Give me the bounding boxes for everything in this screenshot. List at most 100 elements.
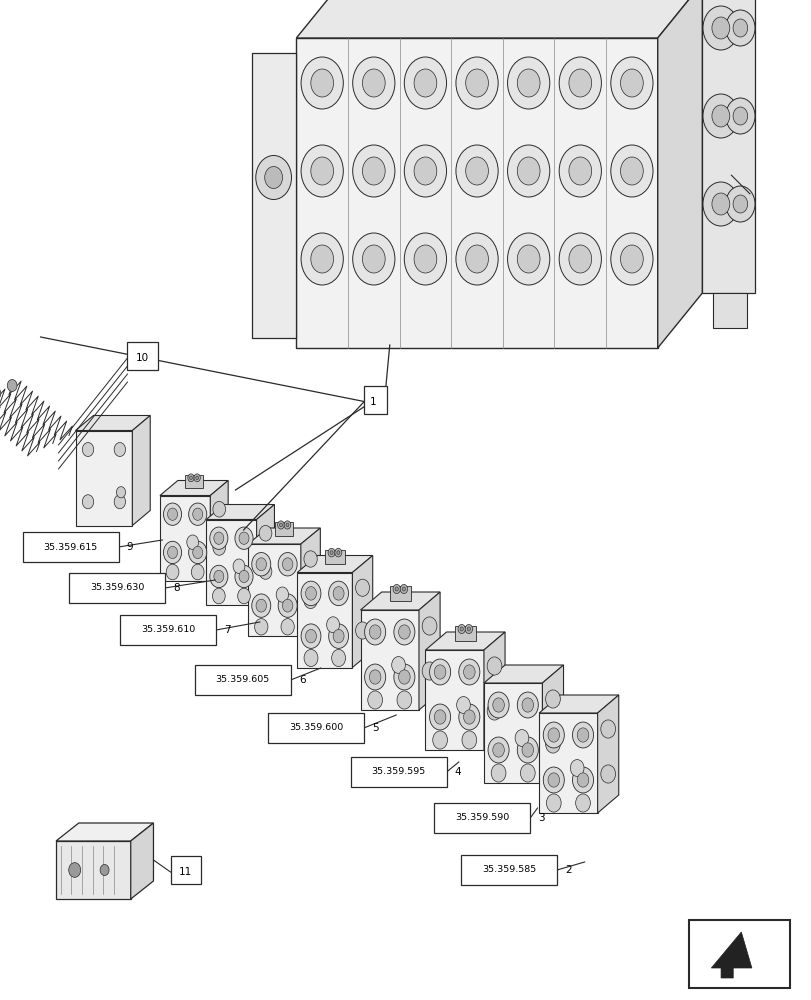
Bar <box>350 757 446 787</box>
Circle shape <box>188 503 207 525</box>
Circle shape <box>393 664 414 690</box>
Polygon shape <box>206 520 256 604</box>
Circle shape <box>255 558 266 571</box>
Polygon shape <box>132 416 150 526</box>
Polygon shape <box>160 496 210 580</box>
Circle shape <box>725 10 754 46</box>
Polygon shape <box>539 713 597 813</box>
Circle shape <box>284 521 290 529</box>
Text: 2: 2 <box>564 865 571 875</box>
Circle shape <box>264 166 282 188</box>
Polygon shape <box>712 293 746 328</box>
Circle shape <box>362 245 384 273</box>
Circle shape <box>569 245 591 273</box>
Circle shape <box>517 692 538 718</box>
Circle shape <box>492 743 504 757</box>
Circle shape <box>364 664 385 690</box>
Circle shape <box>301 581 320 606</box>
Circle shape <box>166 564 178 580</box>
Circle shape <box>487 657 501 675</box>
Polygon shape <box>56 841 131 899</box>
Circle shape <box>195 476 199 480</box>
Circle shape <box>163 503 182 525</box>
Circle shape <box>600 720 615 738</box>
Circle shape <box>422 662 436 680</box>
Polygon shape <box>297 572 352 668</box>
Circle shape <box>352 145 394 197</box>
Circle shape <box>187 474 194 482</box>
Circle shape <box>114 495 126 509</box>
Polygon shape <box>352 556 372 668</box>
Circle shape <box>456 145 498 197</box>
Circle shape <box>255 619 268 635</box>
Circle shape <box>187 535 199 550</box>
Text: 5: 5 <box>371 723 378 733</box>
Bar <box>170 856 201 884</box>
Circle shape <box>487 692 508 718</box>
Circle shape <box>303 649 318 667</box>
Polygon shape <box>185 475 203 488</box>
Circle shape <box>457 624 465 634</box>
Circle shape <box>333 587 344 600</box>
Circle shape <box>234 565 253 588</box>
Circle shape <box>517 69 539 97</box>
Circle shape <box>212 540 225 555</box>
Circle shape <box>546 794 560 812</box>
Circle shape <box>620 69 642 97</box>
Circle shape <box>329 551 333 555</box>
Text: 35.359.610: 35.359.610 <box>141 626 195 635</box>
Polygon shape <box>251 53 296 338</box>
Circle shape <box>328 581 348 606</box>
Polygon shape <box>301 528 320 636</box>
Polygon shape <box>210 481 228 580</box>
Circle shape <box>725 98 754 134</box>
Circle shape <box>191 564 204 580</box>
Text: 35.359.630: 35.359.630 <box>90 584 144 592</box>
Circle shape <box>355 622 369 639</box>
Circle shape <box>463 710 474 724</box>
Polygon shape <box>483 665 563 683</box>
Polygon shape <box>275 522 293 536</box>
Circle shape <box>285 523 289 527</box>
Circle shape <box>305 587 316 600</box>
Circle shape <box>328 624 348 648</box>
Polygon shape <box>360 592 440 610</box>
Circle shape <box>487 737 508 763</box>
Circle shape <box>492 698 504 712</box>
Circle shape <box>569 157 591 185</box>
Bar <box>23 532 118 562</box>
Circle shape <box>432 731 447 749</box>
Circle shape <box>434 710 445 724</box>
Circle shape <box>620 245 642 273</box>
Polygon shape <box>389 586 410 601</box>
Circle shape <box>311 245 333 273</box>
Circle shape <box>301 145 343 197</box>
Circle shape <box>466 157 488 185</box>
Polygon shape <box>483 683 542 783</box>
Bar <box>127 342 158 370</box>
Circle shape <box>362 69 384 97</box>
Circle shape <box>456 233 498 285</box>
Circle shape <box>209 565 228 588</box>
Circle shape <box>732 19 747 37</box>
Polygon shape <box>75 430 132 526</box>
Circle shape <box>333 629 344 643</box>
Bar <box>363 386 386 414</box>
Circle shape <box>559 145 601 197</box>
Circle shape <box>610 57 652 109</box>
Circle shape <box>401 587 405 591</box>
Circle shape <box>414 69 436 97</box>
Circle shape <box>282 599 293 612</box>
Text: 35.359.585: 35.359.585 <box>482 865 535 874</box>
Circle shape <box>547 728 559 742</box>
Circle shape <box>429 659 450 685</box>
Circle shape <box>702 6 738 50</box>
Circle shape <box>569 760 583 776</box>
Polygon shape <box>702 0 754 293</box>
Circle shape <box>278 594 297 617</box>
Text: 8: 8 <box>173 583 179 593</box>
Circle shape <box>397 691 411 709</box>
Circle shape <box>192 546 203 559</box>
Circle shape <box>517 157 539 185</box>
Polygon shape <box>360 610 418 710</box>
